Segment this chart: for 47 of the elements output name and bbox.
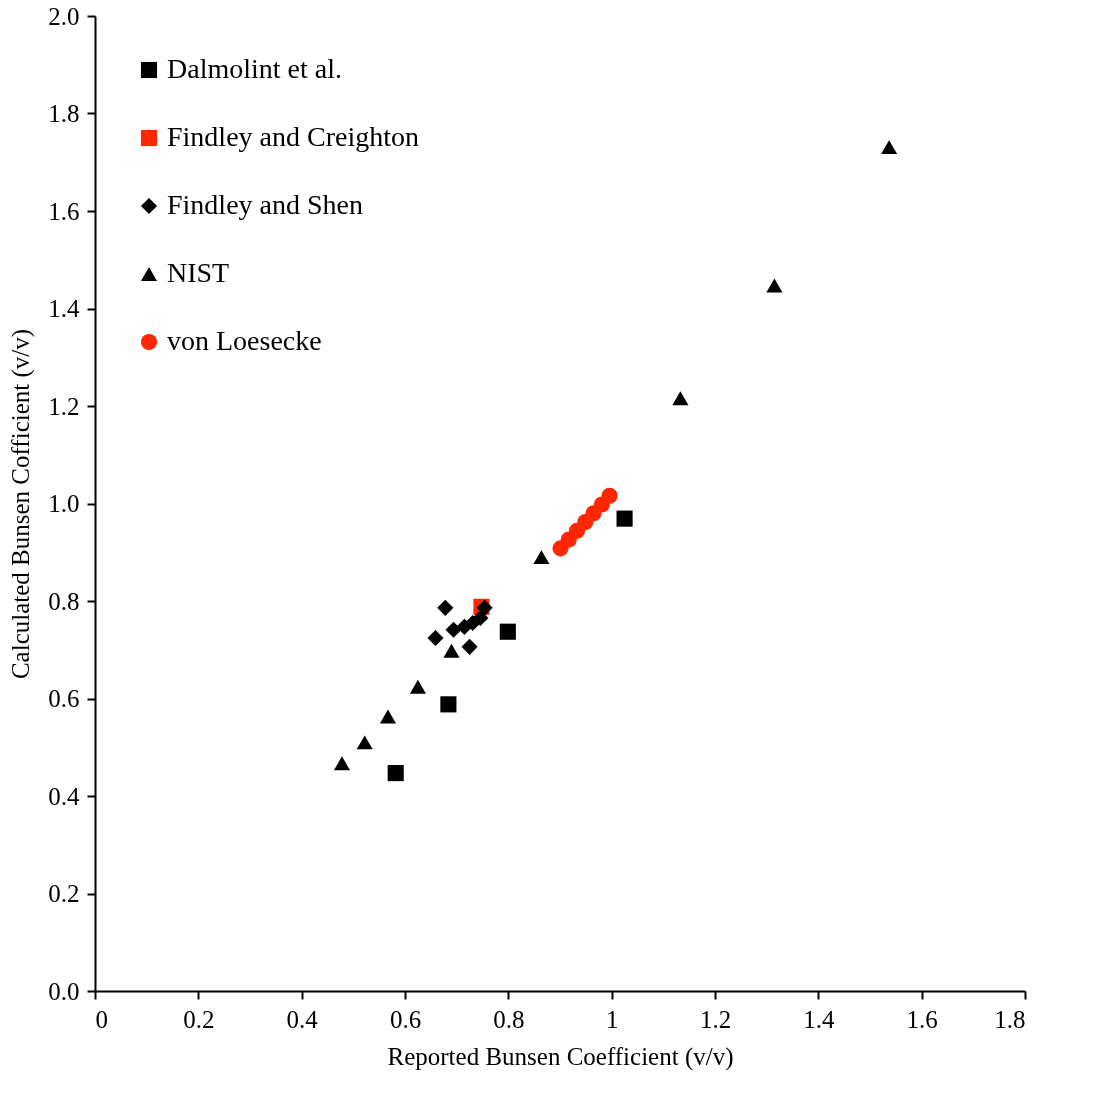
x-tick-label: 0 xyxy=(95,1005,108,1033)
legend-label: von Loesecke xyxy=(167,325,322,356)
point xyxy=(333,756,351,771)
y-tick-label: 2.0 xyxy=(48,2,80,30)
point xyxy=(427,629,444,647)
x-tick-label: 0.4 xyxy=(286,1005,319,1033)
x-tick-label: 0.2 xyxy=(183,1005,215,1033)
x-tick-label: 1.8 xyxy=(994,1005,1026,1033)
y-tick-label: 1.8 xyxy=(48,100,80,127)
legend-label: Findley and Shen xyxy=(167,189,363,220)
point xyxy=(356,735,373,750)
x-tick-label: 1.2 xyxy=(699,1005,732,1033)
point xyxy=(881,140,898,155)
point xyxy=(437,599,454,616)
point xyxy=(443,643,460,658)
y-tick-label: 0.4 xyxy=(48,782,80,810)
point xyxy=(766,278,783,293)
x-tick-label: 1.6 xyxy=(906,1005,938,1033)
legend-label: Findley and Creighton xyxy=(167,121,419,152)
point xyxy=(616,510,633,527)
point xyxy=(440,696,457,713)
point xyxy=(472,610,489,627)
legend-label: Dalmolint et al. xyxy=(167,53,342,84)
y-tick-label: 0.2 xyxy=(48,880,80,907)
point xyxy=(499,623,516,640)
x-tick-label: 1.4 xyxy=(803,1005,835,1033)
y-tick-label: 1.2 xyxy=(48,392,80,420)
y-tick-label: 0.8 xyxy=(48,587,80,615)
x-tick-label: 0.6 xyxy=(389,1005,422,1033)
legend-label: NIST xyxy=(167,257,230,288)
point xyxy=(672,391,689,406)
point xyxy=(379,709,397,724)
point xyxy=(461,638,478,655)
y-tick-label: 0.6 xyxy=(48,685,80,712)
point xyxy=(387,765,404,782)
point xyxy=(601,487,618,504)
x-axis-title: Reported Bunsen Coefficient (v/v) xyxy=(387,1042,734,1071)
point xyxy=(533,550,550,565)
point xyxy=(409,679,426,694)
y-tick-label: 1.6 xyxy=(48,197,80,225)
y-tick-label: 0.0 xyxy=(48,977,80,1005)
x-tick-label: 0.8 xyxy=(493,1005,525,1033)
y-tick-label: 1.0 xyxy=(48,490,80,517)
x-tick-label: 1 xyxy=(605,1005,619,1033)
y-tick-label: 1.4 xyxy=(48,295,80,322)
point xyxy=(445,621,462,638)
y-axis-title: Calculated Bunsen Cofficient (v/v) xyxy=(7,328,36,680)
